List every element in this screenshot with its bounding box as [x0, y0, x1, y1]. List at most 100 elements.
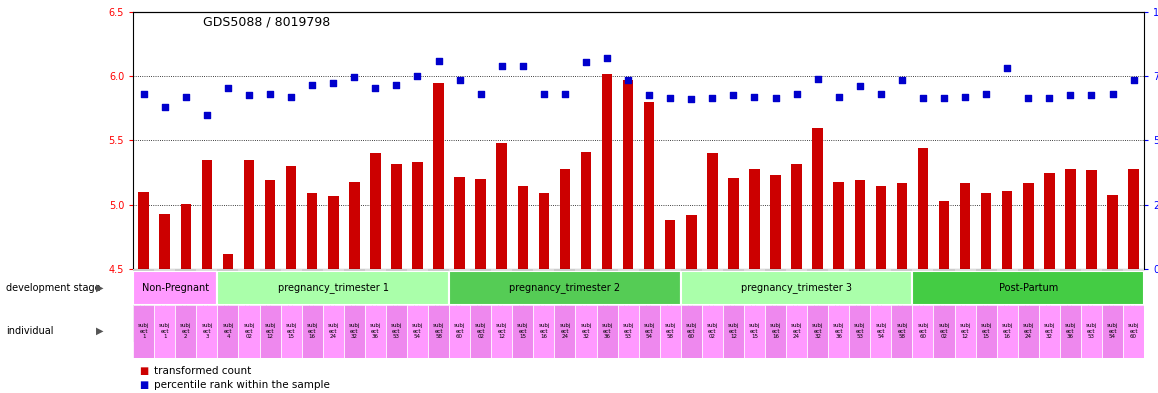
Text: subj
ect
02: subj ect 02	[475, 323, 486, 339]
Text: subj
ect
16: subj ect 16	[1002, 323, 1013, 339]
Bar	[1018, 269, 1039, 342]
Bar	[1102, 269, 1123, 342]
Text: GSM1370863: GSM1370863	[456, 273, 462, 320]
Text: GSM1370899: GSM1370899	[646, 273, 652, 320]
Bar	[428, 305, 449, 358]
Point	[345, 74, 364, 81]
Bar	[497, 143, 507, 269]
Point	[471, 91, 490, 97]
Point	[303, 82, 322, 88]
Point	[787, 91, 806, 97]
Text: GSM1370898: GSM1370898	[415, 273, 420, 320]
Bar	[702, 305, 723, 358]
Bar	[638, 269, 660, 342]
Bar	[301, 269, 323, 342]
Point	[324, 79, 343, 86]
Text: GSM1370902: GSM1370902	[435, 273, 441, 320]
Point	[387, 82, 405, 88]
Bar	[265, 180, 276, 269]
Bar	[1086, 170, 1097, 269]
Bar	[239, 305, 259, 358]
Bar	[834, 182, 844, 269]
Bar	[807, 269, 828, 342]
Text: GSM1370909: GSM1370909	[204, 273, 210, 320]
Bar	[365, 269, 386, 342]
Text: GSM1370881: GSM1370881	[1004, 273, 1010, 320]
Bar	[660, 269, 681, 342]
Text: subj
ect
02: subj ect 02	[938, 323, 950, 339]
Bar	[1060, 269, 1080, 342]
Bar	[259, 269, 280, 342]
Text: GSM1370885: GSM1370885	[1025, 273, 1032, 320]
Bar	[917, 148, 929, 269]
Bar	[406, 269, 428, 342]
Text: GSM1370905: GSM1370905	[1130, 273, 1136, 320]
Bar	[1080, 269, 1102, 342]
Bar	[791, 163, 801, 269]
Bar	[433, 83, 444, 269]
Bar	[686, 215, 697, 269]
Text: subj
ect
32: subj ect 32	[1043, 323, 1055, 339]
Bar	[749, 169, 760, 269]
Bar	[371, 153, 381, 269]
Point	[219, 84, 237, 91]
Text: subj
ect
58: subj ect 58	[896, 323, 908, 339]
Text: GSM1370908: GSM1370908	[183, 273, 189, 320]
Bar	[765, 305, 786, 358]
Text: subj
ect
54: subj ect 54	[875, 323, 887, 339]
Bar	[518, 185, 528, 269]
Point	[492, 63, 511, 69]
Bar	[175, 269, 197, 342]
Point	[640, 92, 659, 99]
Text: subj
ect
02: subj ect 02	[706, 323, 718, 339]
Text: GSM1370880: GSM1370880	[772, 273, 778, 320]
Bar	[617, 269, 638, 342]
Point	[134, 91, 153, 97]
Text: Post-Partum: Post-Partum	[998, 283, 1058, 293]
Bar	[280, 269, 301, 342]
Bar	[449, 269, 470, 342]
Text: subj
ect
2: subj ect 2	[181, 323, 191, 339]
Bar	[470, 269, 491, 342]
Bar	[855, 180, 865, 269]
Bar	[623, 80, 633, 269]
Text: GSM1370871: GSM1370871	[499, 273, 505, 320]
Point	[767, 95, 785, 101]
Bar	[896, 183, 907, 269]
Bar	[638, 305, 660, 358]
Text: subj
ect
53: subj ect 53	[390, 323, 402, 339]
Text: subj
ect
53: subj ect 53	[855, 323, 865, 339]
Bar	[491, 305, 512, 358]
Bar	[406, 305, 428, 358]
Point	[176, 94, 195, 100]
Bar	[301, 305, 323, 358]
Bar	[702, 269, 723, 342]
Point	[914, 95, 932, 101]
Bar	[259, 305, 280, 358]
Bar	[197, 305, 218, 358]
Text: GSM1370900: GSM1370900	[878, 273, 884, 320]
Text: GSM1370895: GSM1370895	[625, 273, 631, 320]
Point	[746, 94, 764, 100]
Text: subj
ect
54: subj ect 54	[1107, 323, 1119, 339]
Bar	[596, 269, 617, 342]
Text: GSM1370907: GSM1370907	[162, 273, 168, 320]
Text: GSM1370884: GSM1370884	[793, 273, 799, 320]
Bar	[386, 305, 406, 358]
Bar	[449, 271, 681, 305]
Bar	[412, 162, 423, 269]
Bar	[344, 305, 365, 358]
Bar	[344, 269, 365, 342]
Bar	[534, 305, 555, 358]
Text: GSM1370906: GSM1370906	[141, 273, 147, 320]
Bar	[470, 305, 491, 358]
Text: development stage: development stage	[6, 283, 101, 293]
Point	[409, 73, 427, 79]
Bar	[1065, 169, 1076, 269]
Text: subj
ect
58: subj ect 58	[665, 323, 676, 339]
Bar	[1018, 305, 1039, 358]
Text: subj
ect
60: subj ect 60	[454, 323, 466, 339]
Bar	[975, 305, 997, 358]
Point	[1019, 95, 1038, 101]
Text: subj
ect
24: subj ect 24	[791, 323, 802, 339]
